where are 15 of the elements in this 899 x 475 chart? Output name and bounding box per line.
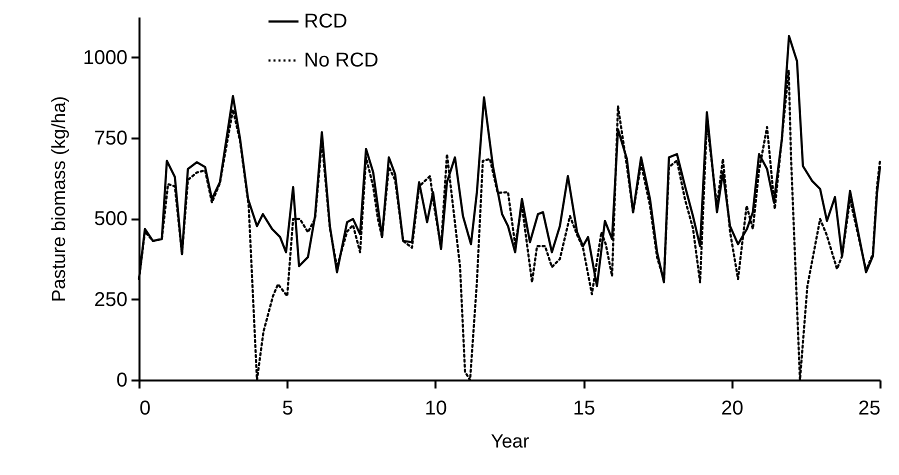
x-axis-title: Year (490, 432, 530, 452)
y-tick-label: 250 (94, 288, 128, 311)
y-axis-title: Pasture biomass (kg/ha) (49, 96, 70, 302)
legend-label: No RCD (304, 50, 378, 72)
y-tick-label: 1000 (83, 46, 128, 69)
y-tick-label: 500 (94, 208, 128, 230)
x-tick-label: 25 (858, 398, 880, 420)
x-tick-label: 0 (140, 398, 151, 420)
y-tick-label: 750 (94, 128, 128, 150)
legend-label: RCD (304, 10, 348, 32)
y-tick-label: 0 (116, 370, 128, 392)
x-tick-label: 5 (282, 398, 294, 420)
x-tick-label: 15 (572, 398, 596, 420)
x-tick-label: 20 (721, 398, 744, 420)
x-tick-label: 10 (424, 398, 448, 420)
